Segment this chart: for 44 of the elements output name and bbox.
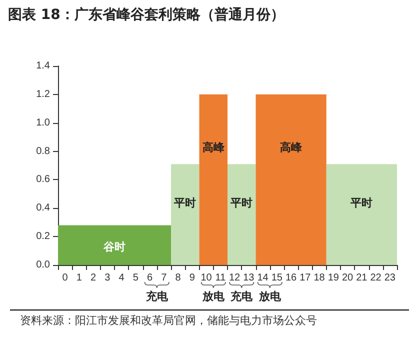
x-tick-label: 20 [342, 272, 354, 284]
x-tick-label: 5 [132, 272, 139, 284]
x-tick-label: 21 [356, 272, 368, 284]
x-tick-label: 18 [314, 272, 326, 284]
x-tick-label: 10 [200, 272, 212, 284]
annotation: 高峰 [280, 141, 304, 154]
y-tick-label: 0.2 [36, 231, 50, 242]
x-tick-label: 16 [286, 272, 298, 284]
x-tick-label: 17 [300, 272, 312, 284]
x-tick-label: 4 [118, 272, 125, 284]
x-tick-label: 14 [257, 272, 269, 284]
x-tick-label: 2 [90, 272, 97, 284]
chart-title: 图表 18：广东省峰谷套利策略（普通月份） [8, 6, 284, 24]
annotation: 高峰 [202, 141, 226, 154]
y-tick-label: 1.2 [36, 88, 50, 100]
annotation: 平时 [173, 196, 196, 210]
x-tick-label: 12 [229, 272, 241, 284]
x-tick-label: 23 [384, 272, 396, 284]
x-tick-label: 15 [271, 272, 283, 284]
annotation: 平时 [230, 196, 253, 210]
y-tick-label: 0.8 [36, 146, 50, 157]
x-tick-label: 3 [104, 272, 111, 284]
x-tick-label: 8 [175, 272, 182, 284]
x-tick-label: 19 [328, 272, 340, 284]
x-tick-label: 22 [370, 272, 382, 284]
text: 充电 [230, 290, 254, 303]
x-tick-label: 0 [62, 272, 68, 284]
x-tick-label: 1 [76, 272, 82, 284]
text: 充电 [144, 290, 169, 303]
annotation: 平时 [350, 196, 373, 210]
y-tick-label: 0.6 [36, 174, 50, 186]
text: 资料来源：阳江市发展和改革局官网，储能与电力市场公众号 [20, 314, 318, 328]
text: 放电 [201, 290, 226, 303]
x-tick-label: 7 [161, 272, 168, 284]
x-tick-label: 13 [243, 272, 255, 284]
x-tick-label: 6 [147, 272, 154, 284]
y-tick-label: 1.0 [36, 117, 50, 128]
y-tick-label: 1.4 [36, 60, 50, 72]
y-tick-label: 0.4 [36, 202, 50, 214]
text: 放电 [258, 290, 282, 303]
x-tick-label: 11 [215, 272, 226, 284]
annotation: 谷时 [102, 240, 126, 254]
x-tick-label: 9 [189, 272, 196, 284]
y-tick-label: 0.0 [36, 260, 50, 270]
